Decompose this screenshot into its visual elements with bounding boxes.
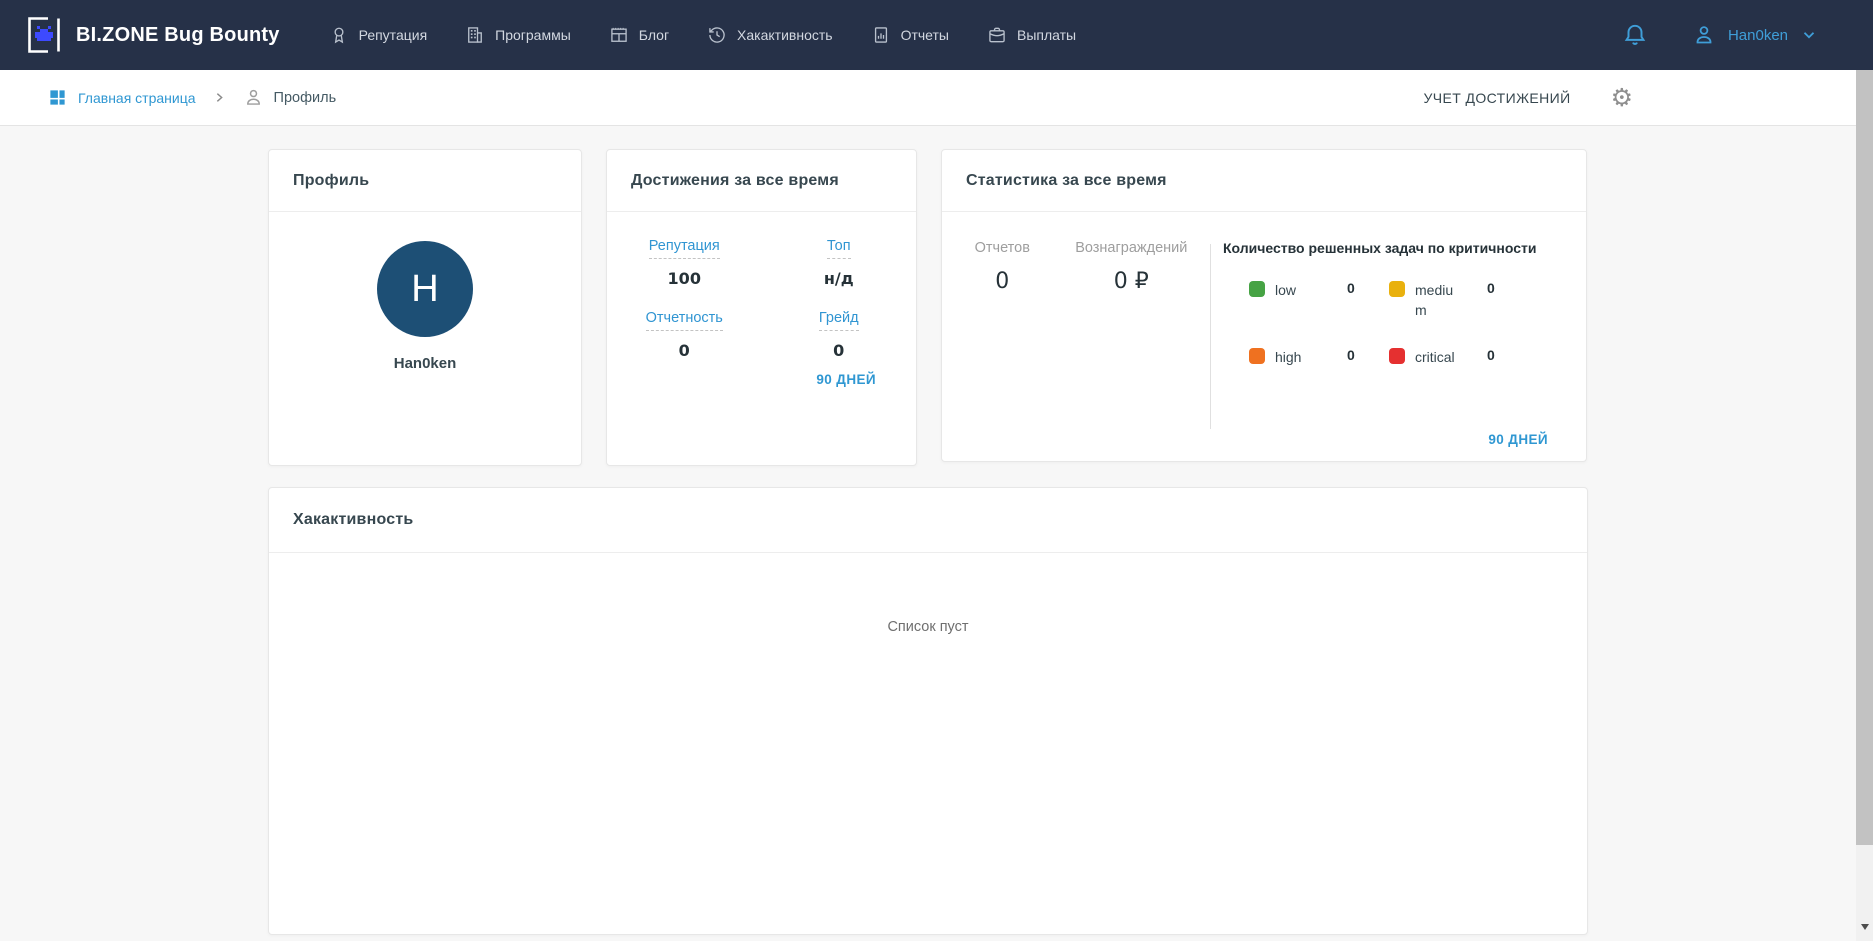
hackactivity-card: Хакактивность Список пуст	[268, 487, 1588, 935]
statistics-body: Отчетов 0 Вознаграждений 0 ₽ Количество …	[942, 212, 1586, 429]
nav-item-label: Блог	[638, 27, 670, 43]
rewards-total: Вознаграждений 0 ₽	[1075, 240, 1187, 429]
building-icon	[465, 25, 485, 45]
statistics-90-days-link[interactable]: 90 ДНЕЙ	[1488, 432, 1548, 447]
breadcrumb-actions: УЧЕТ ДОСТИЖЕНИЙ ⚙	[1423, 85, 1856, 110]
severity-medium-label: medium	[1415, 282, 1454, 319]
nav-item-programs[interactable]: Программы	[446, 0, 590, 70]
statistics-card: Статистика за все время Отчетов 0 Вознаг…	[941, 149, 1587, 462]
statistics-totals: Отчетов 0 Вознаграждений 0 ₽	[942, 240, 1210, 429]
top-label[interactable]: Топ	[826, 238, 851, 259]
profile-card-body: H Han0ken	[269, 212, 581, 372]
nav-item-hackactivity[interactable]: Хакактивность	[688, 0, 852, 70]
severity-low-count: 0	[1347, 280, 1355, 296]
severity-high-swatch	[1249, 347, 1265, 364]
reputation-label[interactable]: Репутация	[648, 238, 720, 259]
navbar-right: Han0ken	[1622, 22, 1873, 48]
severity-grid: low 0 medium 0 high 0	[1223, 280, 1570, 367]
nav-item-label: Выплаты	[1016, 27, 1077, 43]
severity-critical-label: critical	[1415, 348, 1455, 365]
achievement-top: Топ н/д	[762, 238, 917, 288]
severity-low: low 0	[1249, 280, 1389, 321]
reputation-value: 100	[667, 269, 701, 288]
severity-critical: critical 0	[1389, 347, 1570, 367]
breadcrumb-bar: Главная страница Профиль УЧЕТ ДОСТИЖЕНИЙ…	[0, 70, 1856, 126]
main-nav: Репутация Программы	[310, 0, 1096, 70]
scrollbar-down-arrow[interactable]	[1856, 918, 1873, 935]
severity-critical-count: 0	[1487, 346, 1495, 363]
severity-low-label: low	[1275, 282, 1297, 298]
severity-medium-count: 0	[1487, 280, 1495, 296]
brand[interactable]: BI.ZONE Bug Bounty	[24, 15, 280, 55]
user-menu[interactable]: Han0ken	[1692, 23, 1818, 47]
scrollbar-thumb[interactable]	[1856, 70, 1873, 845]
bizone-logo-icon	[24, 15, 64, 55]
report-icon	[871, 25, 891, 45]
reports-total: Отчетов 0	[975, 240, 1030, 429]
chevron-down-icon	[1800, 26, 1818, 44]
hackactivity-card-title: Хакактивность	[269, 488, 1587, 553]
history-icon	[707, 25, 727, 45]
achievements-card: Достижения за все время Репутация 100 То…	[606, 149, 917, 466]
reports-value: 0	[995, 269, 1010, 294]
nav-item-reputation[interactable]: Репутация	[310, 0, 447, 70]
severity-panel: Количество решенных задач по критичности…	[1211, 240, 1586, 429]
vertical-divider	[1210, 244, 1211, 429]
achievements-grid: Репутация 100 Топ н/д Отчетность 0 Грейд…	[607, 212, 916, 360]
reporting-label[interactable]: Отчетность	[645, 310, 723, 331]
nav-item-reports[interactable]: Отчеты	[852, 0, 968, 70]
user-icon	[1692, 23, 1716, 47]
severity-critical-swatch	[1389, 347, 1405, 364]
vertical-scrollbar[interactable]	[1856, 70, 1873, 941]
briefcase-icon	[987, 25, 1007, 45]
grade-label[interactable]: Грейд	[818, 310, 859, 331]
achievement-grade: Грейд 0	[762, 310, 917, 360]
profile-card: Профиль H Han0ken	[268, 149, 582, 466]
profile-username: Han0ken	[393, 355, 457, 372]
severity-high: high 0	[1249, 347, 1389, 367]
severity-title: Количество решенных задач по критичности	[1223, 240, 1537, 256]
nav-item-label: Отчеты	[900, 27, 949, 43]
achievement-reporting: Отчетность 0	[607, 310, 762, 360]
gear-icon[interactable]: ⚙	[1610, 83, 1633, 112]
reporting-value: 0	[678, 341, 690, 360]
statistics-card-title: Статистика за все время	[942, 150, 1586, 212]
achievement-reputation: Репутация 100	[607, 238, 762, 288]
achievements-90-days-link[interactable]: 90 ДНЕЙ	[816, 372, 876, 387]
rewards-label: Вознаграждений	[1075, 240, 1188, 256]
nav-item-payouts[interactable]: Выплаты	[968, 0, 1095, 70]
severity-low-swatch	[1249, 281, 1265, 297]
chevron-right-icon	[213, 91, 226, 104]
nav-item-label: Репутация	[358, 27, 428, 43]
main-content: Профиль H Han0ken Достижения за все врем…	[0, 126, 1856, 935]
hackactivity-empty-state: Список пуст	[887, 619, 969, 635]
top-value: н/д	[823, 269, 854, 288]
grade-value: 0	[833, 341, 845, 360]
breadcrumb-current: Профиль	[273, 89, 337, 106]
username-label: Han0ken	[1727, 26, 1788, 44]
nav-item-blog[interactable]: Блог	[590, 0, 688, 70]
notifications-bell-icon[interactable]	[1622, 22, 1648, 48]
reports-label: Отчетов	[974, 240, 1030, 256]
profile-person-icon	[243, 87, 264, 108]
award-icon	[329, 25, 349, 45]
nav-item-label: Программы	[495, 27, 571, 43]
brand-title: BI.ZONE Bug Bounty	[76, 23, 280, 46]
achievements-accounting-link[interactable]: УЧЕТ ДОСТИЖЕНИЙ	[1423, 89, 1571, 106]
achievements-card-title: Достижения за все время	[607, 150, 916, 212]
news-icon	[609, 25, 629, 45]
breadcrumb-home-link[interactable]: Главная страница	[78, 89, 196, 106]
avatar[interactable]: H	[377, 241, 473, 337]
severity-high-label: high	[1275, 348, 1302, 365]
rewards-value: 0 ₽	[1113, 269, 1149, 294]
nav-item-label: Хакактивность	[737, 27, 833, 43]
severity-medium-swatch	[1389, 281, 1405, 297]
breadcrumb: Главная страница Профиль	[48, 87, 336, 108]
dashboard-grid-icon[interactable]	[48, 88, 67, 107]
top-navbar: BI.ZONE Bug Bounty Репутация Прог	[0, 0, 1873, 70]
severity-high-count: 0	[1347, 346, 1355, 363]
profile-card-title: Профиль	[269, 150, 581, 212]
severity-medium: medium 0	[1389, 280, 1570, 321]
